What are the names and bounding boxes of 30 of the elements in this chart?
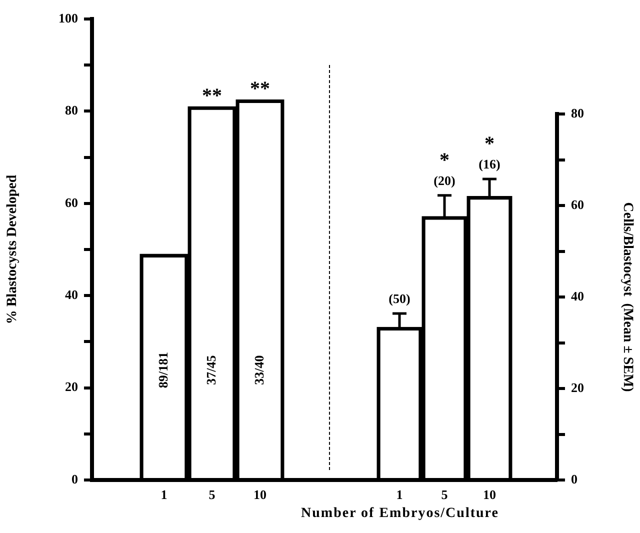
y2-tick-label: 20	[571, 380, 584, 395]
x-tick-label: 10	[254, 487, 266, 502]
y-tick-label: 80	[65, 102, 78, 118]
y-tick-label: 20	[65, 379, 78, 394]
y-tick-label: 40	[65, 286, 78, 302]
annotation: *	[484, 133, 494, 156]
y-tick-label: 0	[72, 471, 78, 486]
x-tick-label: 1	[396, 487, 403, 502]
y-tick-label: 60	[65, 194, 78, 210]
y-axis-title: % Blastocysts Developed	[5, 174, 20, 324]
data-label: 89/181	[155, 352, 170, 388]
annotation: (16)	[478, 156, 500, 172]
annotation: (50)	[388, 290, 410, 306]
y2-tick-label: 60	[571, 196, 584, 212]
x-tick-label: 5	[208, 487, 216, 502]
y2-axis-title: Cells/Blastocyst (Mean ± SEM)	[620, 202, 635, 392]
y2-tick-label: 40	[571, 288, 584, 304]
y2-tick-label: 0	[571, 471, 578, 486]
x-axis-title: Number of Embryos/Culture	[300, 506, 500, 522]
y2-tick-label: 80	[571, 105, 584, 120]
y-tick-label: 100	[58, 10, 78, 26]
annotation: **	[202, 84, 222, 107]
annotation: (20)	[434, 172, 456, 188]
data-label: 33/40	[251, 355, 266, 385]
data-label: 37/45	[203, 354, 218, 385]
annotation: **	[250, 78, 270, 100]
x-tick-label: 10	[483, 487, 496, 502]
x-tick-label: 5	[441, 487, 448, 502]
annotation: *	[440, 150, 450, 172]
x-tick-label: 1	[160, 487, 168, 502]
